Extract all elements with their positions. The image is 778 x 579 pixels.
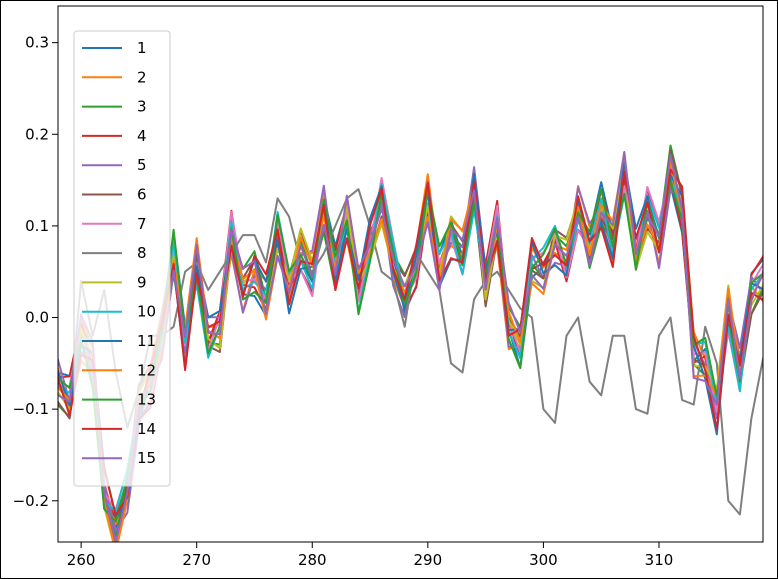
y-tick-label: −0.1 [13,400,49,418]
x-tick-label: 280 [298,551,327,569]
legend-label-14: 14 [137,420,156,438]
series-line-15 [58,151,763,542]
y-tick-label: 0.3 [25,34,49,52]
x-tick-label: 300 [529,551,558,569]
legend-label-11: 11 [137,332,156,350]
legend-label-4: 4 [137,127,147,145]
legend-label-6: 6 [137,186,147,204]
legend-label-7: 7 [137,215,147,233]
y-axis: 0.3 0.2 0.1 0.0 −0.1 −0.2 [13,34,58,510]
y-tick-label: 0.2 [25,125,49,143]
legend-box [73,30,171,487]
x-axis: 260 270 280 290 300 310 [67,542,674,569]
legend-label-15: 15 [137,449,156,467]
legend-label-5: 5 [137,156,147,174]
legend-label-3: 3 [137,98,147,116]
x-tick-label: 270 [182,551,211,569]
legend-label-8: 8 [137,244,147,262]
legend-label-9: 9 [137,273,147,291]
x-tick-label: 310 [645,551,674,569]
legend-label-10: 10 [137,303,156,321]
y-tick-label: −0.2 [13,492,49,510]
series-line-14 [58,168,763,517]
plot-area-border [57,5,764,543]
y-tick-label: 0.1 [25,217,49,235]
x-tick-label: 260 [67,551,96,569]
legend-label-1: 1 [137,39,147,57]
legend-label-2: 2 [137,68,147,86]
legend-label-12: 12 [137,361,156,379]
y-tick-label: 0.0 [25,309,49,327]
legend-label-13: 13 [137,391,156,409]
series-lines [58,144,763,542]
x-tick-label: 290 [414,551,443,569]
